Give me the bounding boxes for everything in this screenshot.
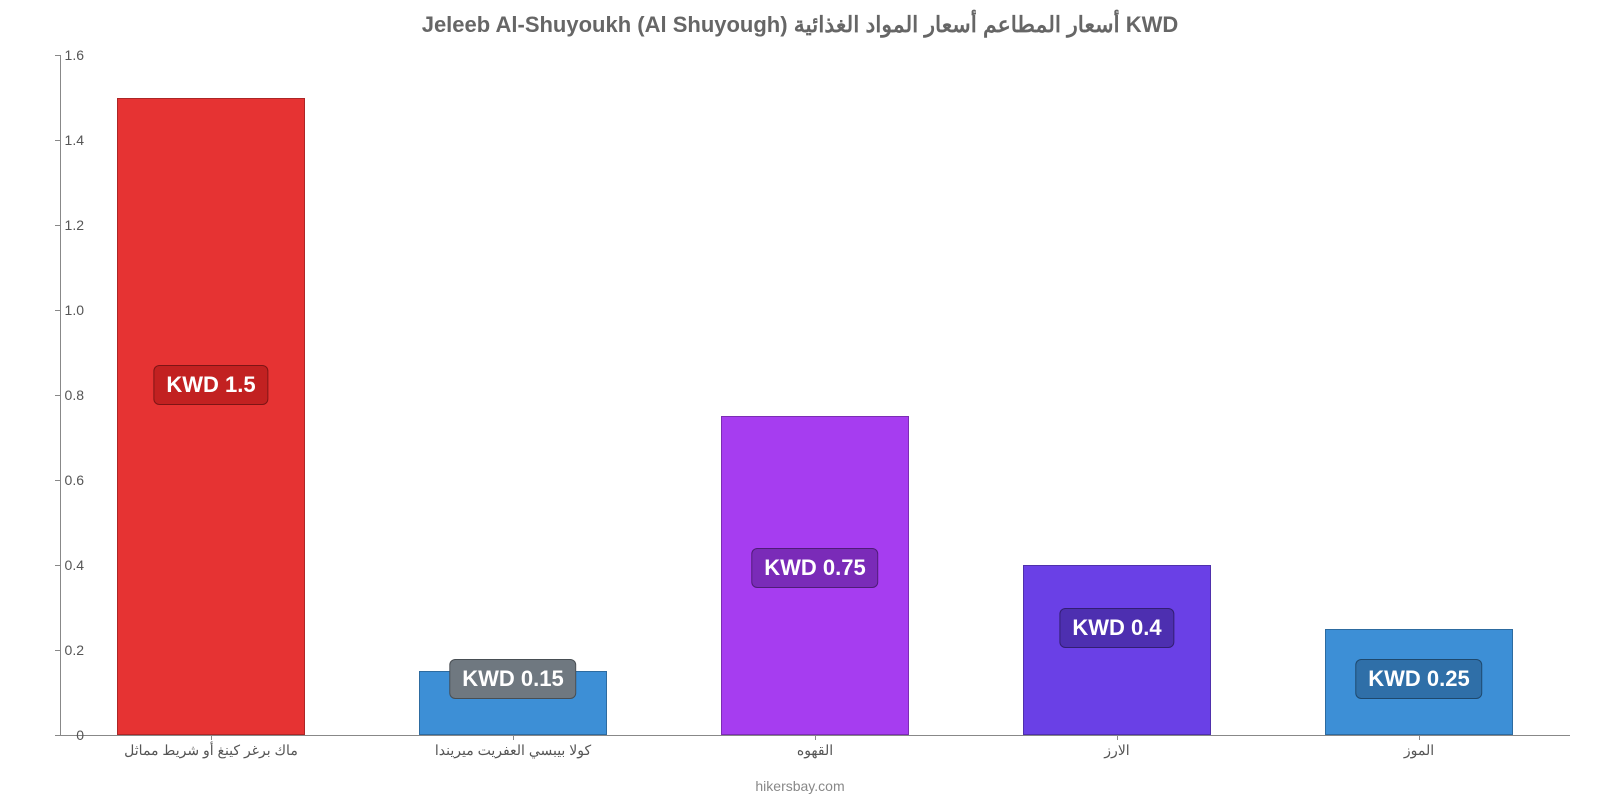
bar-value-badge: KWD 0.4	[1059, 608, 1174, 648]
y-tick-label: 1.6	[44, 47, 84, 63]
bar-value-badge: KWD 0.15	[449, 659, 576, 699]
plot-area: KWD 1.5 KWD 0.15 KWD 0.75 KWD 0.4 KWD 0.25	[60, 55, 1570, 735]
x-axis-label: الارز	[1104, 742, 1129, 759]
bar-value-badge: KWD 1.5	[153, 365, 268, 405]
y-tick-mark	[55, 565, 60, 566]
y-tick-mark	[55, 140, 60, 141]
y-tick-label: 1.4	[44, 132, 84, 148]
bar-value-badge: KWD 0.25	[1355, 659, 1482, 699]
y-tick-label: 1.0	[44, 302, 84, 318]
y-tick-mark	[55, 55, 60, 56]
x-tick-mark	[211, 735, 212, 740]
y-tick-mark	[55, 735, 60, 736]
x-axis-label: ماك برغر كينغ أو شريط مماثل	[124, 742, 298, 759]
y-tick-mark	[55, 480, 60, 481]
x-tick-mark	[513, 735, 514, 740]
x-axis-label: القهوه	[797, 742, 833, 759]
y-tick-mark	[55, 395, 60, 396]
bar	[117, 98, 304, 736]
x-tick-mark	[1117, 735, 1118, 740]
chart-title: Jeleeb Al-Shuyoukh (Al Shuyough) أسعار ا…	[0, 0, 1600, 38]
y-tick-mark	[55, 310, 60, 311]
x-axis-label: كولا بيبسي العفريت ميريندا	[435, 742, 591, 759]
y-tick-mark	[55, 225, 60, 226]
y-tick-label: 0.6	[44, 472, 84, 488]
attribution-text: hikersbay.com	[755, 778, 844, 794]
bar	[1023, 565, 1210, 735]
y-tick-mark	[55, 650, 60, 651]
y-tick-label: 0.4	[44, 557, 84, 573]
y-tick-label: 0.2	[44, 642, 84, 658]
x-tick-mark	[815, 735, 816, 740]
x-axis-label: الموز	[1404, 742, 1434, 759]
y-tick-label: 1.2	[44, 217, 84, 233]
x-tick-mark	[1419, 735, 1420, 740]
y-tick-label: 0	[44, 727, 84, 743]
y-tick-label: 0.8	[44, 387, 84, 403]
bar-value-badge: KWD 0.75	[751, 548, 878, 588]
